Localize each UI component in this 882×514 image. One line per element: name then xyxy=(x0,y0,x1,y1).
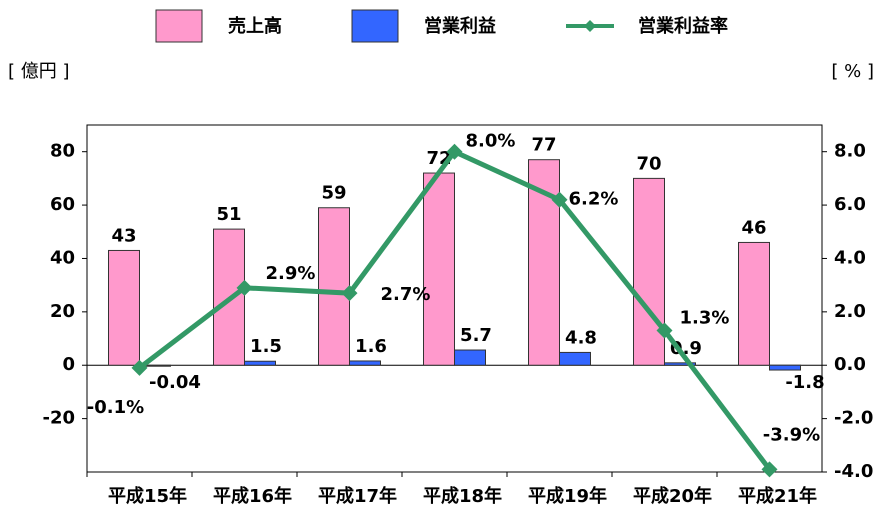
data-label: 51 xyxy=(216,204,241,225)
bar xyxy=(244,360,276,366)
bar xyxy=(349,360,381,366)
y-tick-label: 60 xyxy=(50,194,75,215)
x-tick-label: 平成21年 xyxy=(738,485,817,507)
legend-swatch xyxy=(584,20,596,32)
data-label: 1.3% xyxy=(680,308,730,329)
bar xyxy=(769,364,801,371)
data-label: -1.8 xyxy=(785,372,824,393)
bar xyxy=(318,207,350,366)
data-label: 1.5 xyxy=(250,336,282,357)
line-marker xyxy=(236,279,253,296)
y2-tick-label: 4.0 xyxy=(834,247,866,268)
x-tick-label: 平成16年 xyxy=(213,485,292,507)
bar xyxy=(633,177,665,366)
y2-tick-label: -4.0 xyxy=(834,461,873,482)
data-label: 2.7% xyxy=(381,284,431,305)
data-label: 70 xyxy=(636,153,661,174)
y2-tick-label: 2.0 xyxy=(834,301,866,322)
data-label: 46 xyxy=(741,217,766,238)
x-tick-label: 平成17年 xyxy=(318,485,397,507)
bar xyxy=(454,349,486,366)
legend-label: 売上高 xyxy=(228,15,282,37)
data-label: 6.2% xyxy=(569,189,619,210)
data-label: -3.9% xyxy=(763,424,820,445)
bar xyxy=(738,241,770,366)
x-tick-label: 平成20年 xyxy=(633,485,712,507)
data-label: 2.9% xyxy=(266,263,316,284)
y2-unit-label: [ % ] xyxy=(831,61,874,82)
y2-tick-label: 6.0 xyxy=(834,194,866,215)
y2-tick-label: 0.0 xyxy=(834,354,866,375)
y-tick-label: 80 xyxy=(50,141,75,162)
y-tick-label: 0 xyxy=(62,354,75,375)
data-label: 5.7 xyxy=(460,325,492,346)
line-marker xyxy=(131,359,148,376)
bar xyxy=(108,249,140,366)
legend-label: 営業利益 xyxy=(424,15,496,37)
bar xyxy=(423,172,455,366)
y2-tick-label: 8.0 xyxy=(834,141,866,162)
x-tick-label: 平成15年 xyxy=(108,485,187,507)
data-label: -0.04 xyxy=(149,372,201,393)
y2-tick-label: -2.0 xyxy=(834,408,873,429)
data-label: 8.0% xyxy=(466,131,516,152)
y-unit-label: [ 億円 ] xyxy=(8,61,70,82)
data-label: -0.1% xyxy=(87,397,144,418)
x-tick-label: 平成18年 xyxy=(423,485,502,507)
line-marker xyxy=(656,322,673,339)
data-label: 0.9 xyxy=(670,338,702,359)
x-tick-label: 平成19年 xyxy=(528,485,607,507)
line-marker xyxy=(761,461,778,478)
data-label: 77 xyxy=(531,135,556,156)
line-marker xyxy=(341,285,358,302)
data-label: 1.6 xyxy=(355,336,387,357)
legend-swatch xyxy=(351,9,399,43)
y-tick-label: 20 xyxy=(50,301,75,322)
data-label: 43 xyxy=(111,225,136,246)
data-label: 59 xyxy=(321,183,346,204)
legend-label: 営業利益率 xyxy=(638,15,728,37)
y-tick-label: 40 xyxy=(50,247,75,268)
line-marker xyxy=(551,191,568,208)
y-tick-label: -20 xyxy=(42,408,75,429)
line-marker xyxy=(446,143,463,160)
legend-swatch xyxy=(155,9,203,43)
data-label: 4.8 xyxy=(565,327,597,348)
plot-frame xyxy=(86,124,823,473)
bar xyxy=(559,351,591,366)
bar xyxy=(664,362,696,366)
